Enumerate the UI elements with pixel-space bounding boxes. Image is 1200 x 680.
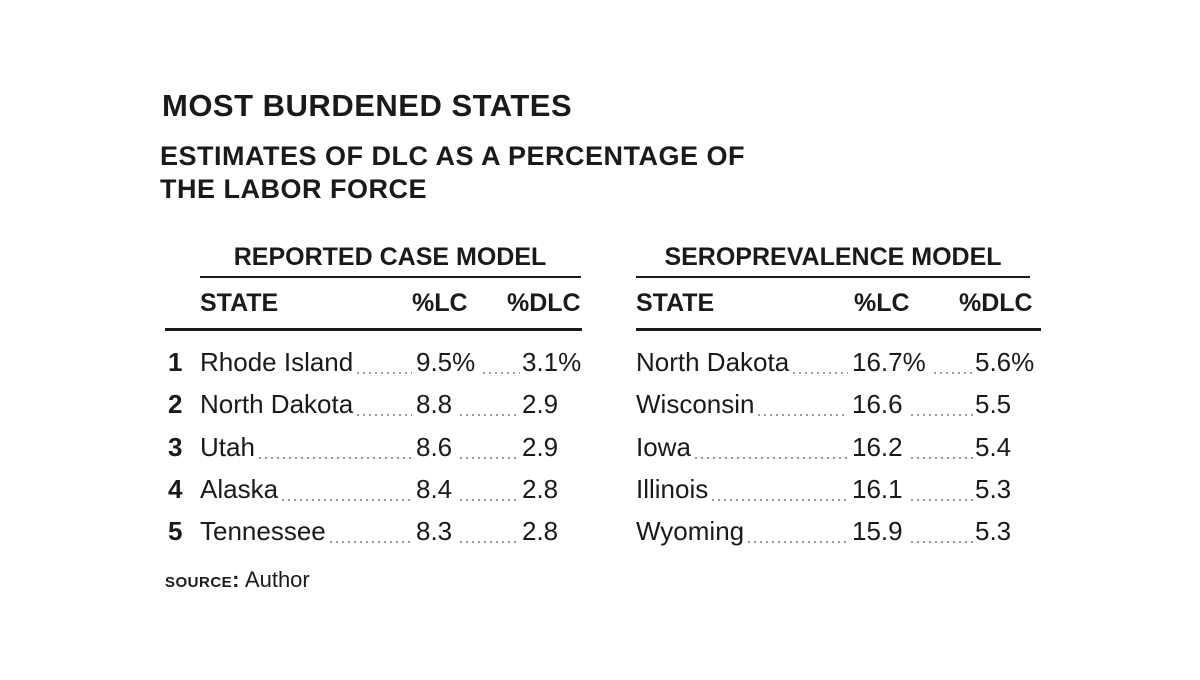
left-row-lc: 8.3 <box>416 516 453 547</box>
seroprevalence-model-title: SEROPREVALENCE MODEL <box>664 243 1002 271</box>
left-col-dlc: %DLC <box>507 289 581 317</box>
right-row-leader-dots <box>909 510 973 552</box>
left-row-leader-dots <box>355 341 412 383</box>
right-row-state: Wisconsin <box>636 389 755 420</box>
right-col-lc: %LC <box>854 289 910 317</box>
table-row: 2 North Dakota 8.8 2.9 Wisconsin 16.6 5.5 <box>0 383 1200 425</box>
left-row-lc: 9.5% <box>416 347 476 377</box>
left-row-leader-dots <box>328 510 412 552</box>
right-row-lc: 15.9 <box>852 516 903 547</box>
right-row-leader-dots <box>791 341 848 383</box>
right-row-leader-dots <box>756 383 848 425</box>
left-col-lc: %LC <box>412 289 468 317</box>
left-row-rank: 3 <box>168 431 183 462</box>
right-row-leader-dots <box>909 383 973 425</box>
right-row-leader-dots <box>693 426 848 468</box>
left-row-dlc: 2.9 <box>522 389 559 420</box>
left-row-rank: 5 <box>168 516 183 547</box>
right-row-leader-dots <box>746 510 848 552</box>
right-row-dlc: 5.4 <box>975 431 1012 462</box>
source-label: SOURCE: <box>165 567 241 592</box>
left-row-dlc: 3.1% <box>522 347 582 377</box>
source-note: SOURCE: Author <box>165 566 310 594</box>
right-header-rule <box>636 328 1041 331</box>
left-row-rank: 2 <box>168 389 183 420</box>
left-row-state: Rhode Island <box>200 347 354 377</box>
chart-subtitle: ESTIMATES OF DLC AS A PERCENTAGE OF THE … <box>160 140 745 206</box>
left-row-leader-dots <box>355 383 412 425</box>
right-row-state: North Dakota <box>636 347 790 377</box>
left-col-state: STATE <box>200 289 279 317</box>
left-row-state: Tennessee <box>200 516 326 547</box>
right-row-lc: 16.2 <box>852 431 903 462</box>
left-row-leader-dots <box>481 341 520 383</box>
left-row-leader-dots <box>257 426 412 468</box>
left-row-dlc: 2.8 <box>522 516 559 547</box>
subtitle-line-1: ESTIMATES OF DLC AS A PERCENTAGE OF <box>160 141 746 171</box>
subtitle-line-2: THE LABOR FORCE <box>160 174 427 204</box>
right-row-lc: 16.6 <box>852 389 903 420</box>
right-row-dlc: 5.3 <box>975 473 1012 504</box>
table-row: 3 Utah 8.6 2.9 Iowa 16.2 5.4 <box>0 426 1200 468</box>
left-row-lc: 8.4 <box>416 473 453 504</box>
right-col-dlc: %DLC <box>959 289 1033 317</box>
right-row-state: Illinois <box>636 473 709 504</box>
right-row-leader-dots <box>909 426 973 468</box>
left-row-state: Utah <box>200 431 255 462</box>
right-row-leader-dots <box>909 468 973 510</box>
seroprevalence-model-rule <box>636 276 1030 278</box>
left-row-rank: 4 <box>168 473 183 504</box>
table-row: 5 Tennessee 8.3 2.8 Wyoming 15.9 5.3 <box>0 510 1200 552</box>
left-row-lc: 8.6 <box>416 431 453 462</box>
left-row-lc: 8.8 <box>416 389 453 420</box>
chart-title: MOST BURDENED STATES <box>162 88 573 123</box>
left-row-state: North Dakota <box>200 389 354 420</box>
left-row-leader-dots <box>458 383 520 425</box>
source-value: Author <box>244 567 310 592</box>
left-header-rule <box>165 328 582 331</box>
right-col-state: STATE <box>636 289 715 317</box>
left-row-state: Alaska <box>200 473 279 504</box>
table-row: 1 Rhode Island 9.5% 3.1% North Dakota 16.7% 5.… <box>0 341 1200 383</box>
right-row-state: Iowa <box>636 431 691 462</box>
left-row-leader-dots <box>458 510 520 552</box>
table-row: 4 Alaska 8.4 2.8 Illinois 16.1 5.3 <box>0 468 1200 510</box>
left-row-leader-dots <box>280 468 412 510</box>
right-row-state: Wyoming <box>636 516 745 547</box>
left-row-dlc: 2.8 <box>522 473 559 504</box>
reported-case-model-rule <box>200 276 581 278</box>
right-row-leader-dots <box>710 468 848 510</box>
reported-case-model-title: REPORTED CASE MODEL <box>233 243 547 271</box>
left-row-rank: 1 <box>168 347 183 377</box>
right-row-dlc: 5.5 <box>975 389 1012 420</box>
right-row-leader-dots <box>932 341 973 383</box>
right-row-dlc: 5.3 <box>975 516 1012 547</box>
right-row-lc: 16.1 <box>852 473 903 504</box>
right-row-dlc: 5.6% <box>975 347 1035 377</box>
left-row-leader-dots <box>458 426 520 468</box>
left-row-dlc: 2.9 <box>522 431 559 462</box>
left-row-leader-dots <box>458 468 520 510</box>
right-row-lc: 16.7% <box>852 347 926 377</box>
